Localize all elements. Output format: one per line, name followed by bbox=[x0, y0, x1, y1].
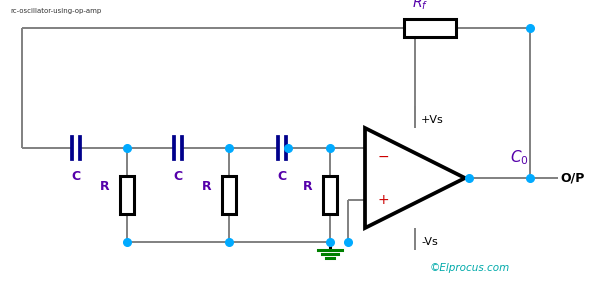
Text: R: R bbox=[303, 181, 313, 194]
Text: $C_0$: $C_0$ bbox=[510, 148, 529, 167]
Bar bbox=[222, 176, 236, 214]
Text: $+$: $+$ bbox=[377, 193, 389, 207]
Text: C: C bbox=[71, 170, 80, 183]
Text: -Vs: -Vs bbox=[421, 237, 438, 247]
Text: $-$: $-$ bbox=[377, 149, 389, 163]
Text: ©Elprocus.com: ©Elprocus.com bbox=[430, 263, 510, 273]
Bar bbox=[323, 176, 337, 214]
Text: +Vs: +Vs bbox=[421, 115, 444, 125]
Text: C: C bbox=[277, 170, 286, 183]
Bar bbox=[404, 19, 456, 37]
Text: C: C bbox=[174, 170, 183, 183]
Text: O/P: O/P bbox=[560, 171, 585, 184]
Text: $R_f$: $R_f$ bbox=[412, 0, 428, 12]
Bar bbox=[120, 176, 134, 214]
Text: R: R bbox=[202, 181, 212, 194]
Text: R: R bbox=[100, 181, 110, 194]
Text: rc-oscillator-using-op-amp: rc-oscillator-using-op-amp bbox=[10, 8, 101, 14]
